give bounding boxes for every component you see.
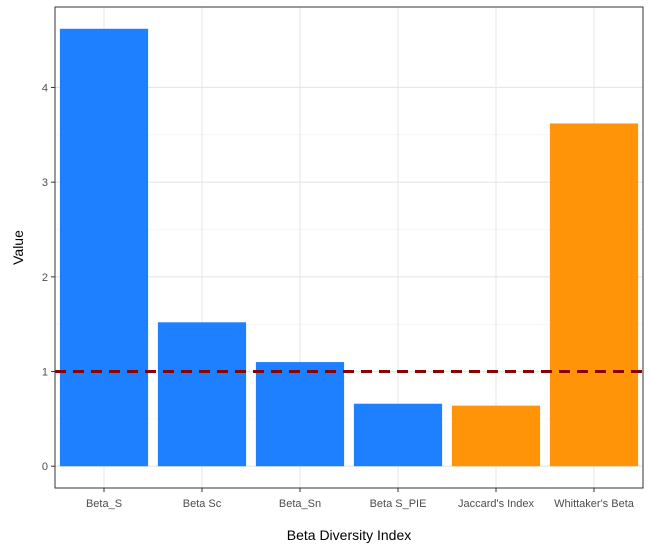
bar-beta-sn — [255, 362, 345, 467]
y-axis-title: Value — [10, 230, 26, 265]
x-tick-label: Beta_Sn — [279, 498, 321, 510]
x-axis-title: Beta Diversity Index — [287, 527, 412, 543]
y-tick-label: 3 — [42, 177, 48, 189]
x-tick-label: Whittaker's Beta — [554, 498, 635, 510]
x-tick-label: Beta_S — [86, 498, 122, 510]
y-tick-label: 1 — [42, 367, 48, 379]
x-tick-label: Jaccard's Index — [458, 498, 535, 510]
bar-beta-sc — [157, 322, 247, 467]
bar-jaccard-s-index — [451, 405, 541, 467]
bar-beta-s — [59, 28, 149, 467]
x-tick-label: Beta Sc — [183, 498, 222, 510]
y-tick-label: 0 — [42, 461, 48, 473]
x-axis: Beta_S Beta Sc Beta_Sn Beta S_PIE Jaccard's … — [86, 488, 635, 510]
plot-panel-border — [54, 6, 644, 489]
bar-beta-s-pie — [353, 403, 443, 467]
y-tick-label: 2 — [42, 272, 48, 284]
y-tick-label: 4 — [42, 82, 48, 94]
x-tick-label: Beta S_PIE — [370, 498, 427, 510]
bar-whittaker-s-beta — [549, 123, 639, 467]
y-axis: 0 1 2 3 4 — [42, 82, 55, 473]
bars-layer — [59, 28, 639, 467]
